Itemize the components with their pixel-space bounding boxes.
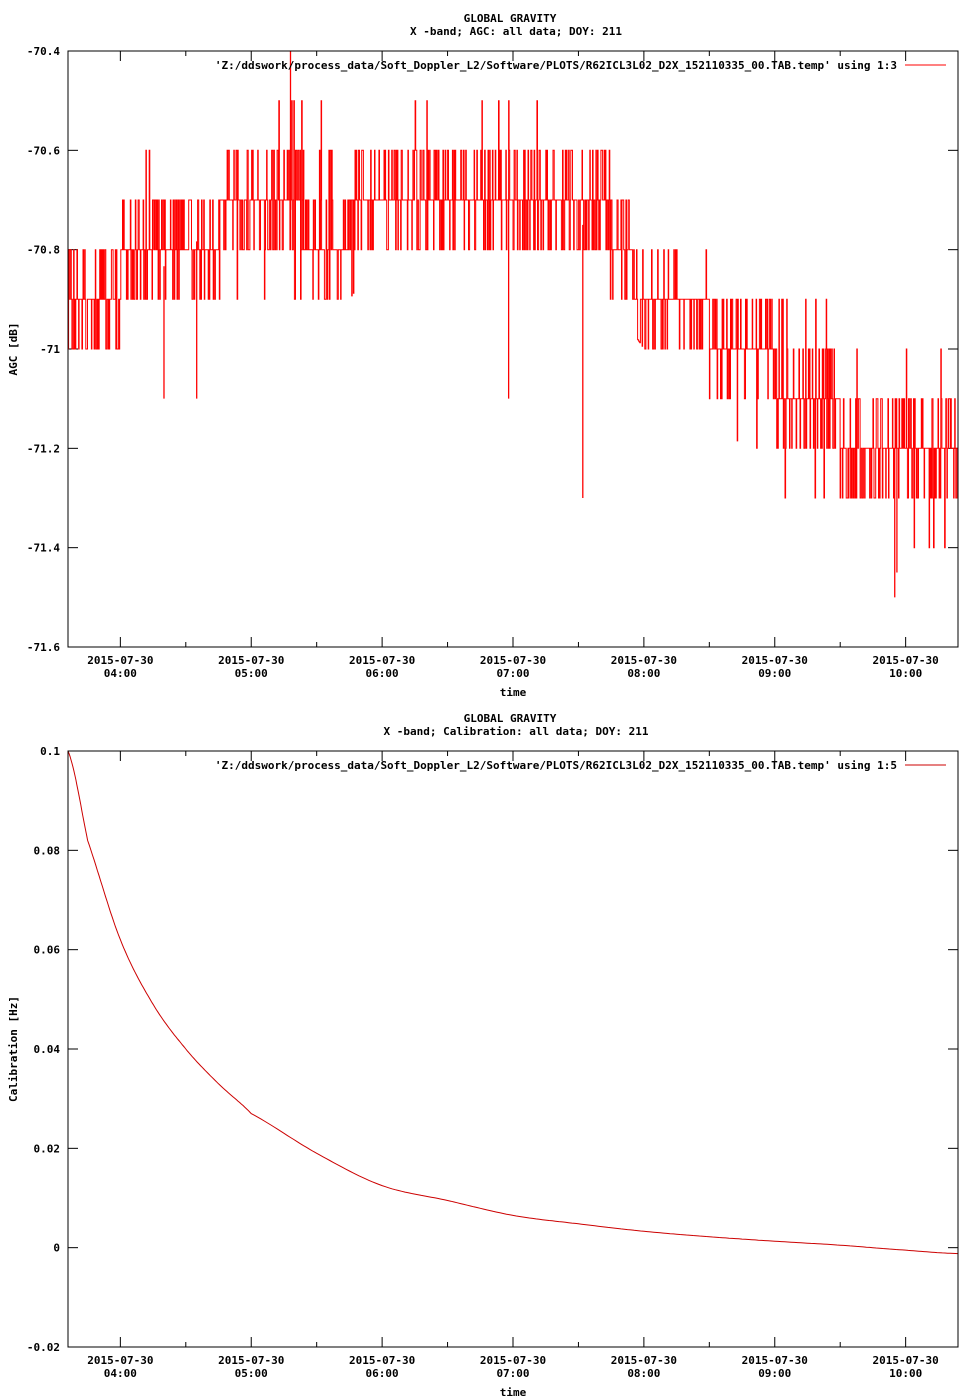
x-tick-date: 2015-07-30: [742, 1354, 808, 1367]
y-tick-label: 0: [53, 1242, 60, 1255]
x-tick-date: 2015-07-30: [611, 654, 677, 667]
y-axis-label: AGC [dB]: [7, 323, 20, 376]
x-tick-time: 07:00: [496, 667, 529, 680]
y-tick-label: -71: [40, 343, 60, 356]
x-tick-date: 2015-07-30: [349, 654, 415, 667]
x-tick-date: 2015-07-30: [87, 654, 153, 667]
x-tick-time: 04:00: [104, 667, 137, 680]
agc-trace: [68, 100, 958, 549]
y-tick-label: -71.2: [27, 442, 60, 455]
y-tick-label: -70.4: [27, 45, 60, 58]
y-tick-label: -70.8: [27, 244, 60, 257]
x-tick-date: 2015-07-30: [480, 654, 546, 667]
x-tick-time: 05:00: [235, 667, 268, 680]
x-tick-time: 08:00: [627, 667, 660, 680]
x-tick-date: 2015-07-30: [611, 1354, 677, 1367]
x-axis-label: time: [500, 686, 527, 699]
x-tick-time: 07:00: [496, 1367, 529, 1380]
x-tick-time: 04:00: [104, 1367, 137, 1380]
chart-subtitle: X -band; AGC: all data; DOY: 211: [410, 25, 622, 38]
plot-frame: [67, 750, 959, 1348]
x-tick-date: 2015-07-30: [218, 1354, 284, 1367]
x-tick-date: 2015-07-30: [873, 654, 939, 667]
y-tick-label: -0.02: [27, 1341, 60, 1354]
x-tick-time: 10:00: [889, 1367, 922, 1380]
legend-label: 'Z:/ddswork/process_data/Soft_Doppler_L2…: [215, 59, 897, 72]
x-tick-date: 2015-07-30: [349, 1354, 415, 1367]
x-tick-time: 06:00: [366, 667, 399, 680]
series-line: [67, 750, 959, 1255]
chart-title: GLOBAL GRAVITY: [464, 712, 557, 725]
y-tick-label: 0.1: [40, 745, 60, 758]
y-tick-label: -70.6: [27, 144, 60, 157]
x-tick-time: 06:00: [366, 1367, 399, 1380]
y-tick-label: -71.4: [27, 542, 60, 555]
x-tick-time: 09:00: [758, 1367, 791, 1380]
y-tick-label: 0.06: [34, 944, 61, 957]
x-tick-time: 08:00: [627, 1367, 660, 1380]
x-tick-date: 2015-07-30: [218, 654, 284, 667]
x-tick-time: 09:00: [758, 667, 791, 680]
y-tick-label: -71.6: [27, 641, 60, 654]
y-tick-label: 0.04: [34, 1043, 61, 1056]
x-tick-date: 2015-07-30: [873, 1354, 939, 1367]
x-tick-date: 2015-07-30: [87, 1354, 153, 1367]
x-tick-date: 2015-07-30: [480, 1354, 546, 1367]
x-tick-date: 2015-07-30: [742, 654, 808, 667]
y-axis-label: Calibration [Hz]: [7, 996, 20, 1102]
chart-subtitle: X -band; Calibration: all data; DOY: 211: [384, 725, 649, 738]
x-tick-time: 10:00: [889, 667, 922, 680]
chart-title: GLOBAL GRAVITY: [464, 12, 557, 25]
x-axis-label: time: [500, 1386, 527, 1399]
y-tick-label: 0.08: [34, 844, 61, 857]
series-line: [68, 51, 958, 598]
x-tick-time: 05:00: [235, 1367, 268, 1380]
plot-frame: [67, 50, 959, 648]
legend-label: 'Z:/ddswork/process_data/Soft_Doppler_L2…: [215, 759, 897, 772]
calibration-curve: [67, 750, 959, 1255]
y-tick-label: 0.02: [34, 1142, 61, 1155]
